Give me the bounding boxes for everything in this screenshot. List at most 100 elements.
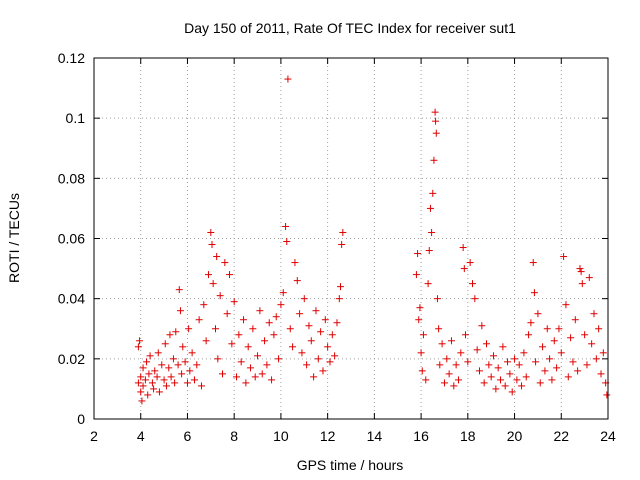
data-point (412, 271, 420, 279)
data-point (143, 358, 151, 366)
data-point (314, 355, 322, 363)
data-point (459, 244, 467, 252)
data-point (527, 319, 535, 327)
data-point (145, 370, 153, 378)
data-point (592, 355, 600, 363)
data-point (539, 343, 547, 351)
data-point (162, 382, 170, 390)
data-point (268, 376, 276, 384)
x-tick-label: 24 (600, 428, 616, 444)
data-point (284, 75, 292, 83)
data-point (185, 325, 193, 333)
data-point (258, 370, 266, 378)
data-point (190, 376, 198, 384)
data-point (454, 376, 462, 384)
x-tick-label: 6 (184, 428, 192, 444)
data-point (497, 376, 505, 384)
data-point (492, 385, 500, 393)
data-point (279, 289, 287, 297)
y-axis-ticks: 0 0.02 0.04 0.06 0.08 0.1 0.12 (58, 50, 608, 427)
data-point (450, 382, 458, 390)
data-point (511, 355, 519, 363)
data-point (485, 361, 493, 369)
data-point (476, 367, 483, 375)
x-tick-label: 8 (230, 428, 238, 444)
data-point (414, 250, 422, 258)
data-point (557, 349, 565, 357)
x-tick-label: 18 (460, 428, 476, 444)
data-point (139, 364, 147, 372)
data-point (473, 346, 481, 354)
data-point (247, 364, 255, 372)
data-point (175, 286, 183, 294)
x-tick-label: 2 (90, 428, 98, 444)
data-point (169, 355, 177, 363)
data-point (158, 361, 166, 369)
x-tick-label: 14 (367, 428, 383, 444)
data-point (256, 307, 264, 315)
data-point (219, 370, 226, 378)
data-point (555, 325, 563, 333)
data-point (464, 358, 472, 366)
data-point (583, 361, 591, 369)
data-point (525, 331, 533, 339)
data-point (310, 373, 318, 381)
data-point (438, 340, 446, 348)
data-point (134, 343, 142, 351)
data-point (183, 379, 191, 387)
data-point (197, 382, 205, 390)
data-point (548, 376, 556, 384)
data-point (578, 280, 586, 288)
data-point (161, 340, 169, 348)
data-point (494, 364, 502, 372)
data-point (504, 358, 512, 366)
data-point (457, 349, 465, 357)
data-point (440, 379, 448, 387)
data-point (176, 307, 184, 315)
y-tick-label: 0.04 (58, 291, 85, 307)
data-point (339, 228, 347, 236)
data-point (550, 337, 558, 345)
data-point (179, 343, 187, 351)
data-point (296, 310, 304, 318)
data-point (223, 310, 231, 318)
data-point (425, 247, 433, 255)
data-point (569, 358, 577, 366)
data-point (154, 349, 162, 357)
data-point (336, 283, 344, 291)
data-point (487, 373, 495, 381)
data-point (242, 379, 250, 387)
data-point (541, 367, 549, 375)
data-point (139, 382, 147, 390)
data-point (443, 355, 451, 363)
data-point (435, 325, 443, 333)
data-point (564, 373, 572, 381)
data-point (282, 222, 290, 230)
data-point (431, 108, 439, 116)
y-tick-label: 0.06 (58, 231, 85, 247)
data-point (146, 352, 154, 360)
data-point (188, 349, 196, 357)
data-point (272, 313, 280, 321)
data-point (137, 373, 145, 381)
data-point (235, 331, 243, 339)
data-point (553, 364, 561, 372)
data-point (529, 259, 537, 267)
data-point (317, 328, 325, 336)
data-point (424, 280, 432, 288)
data-points (134, 75, 611, 405)
data-point (165, 364, 173, 372)
data-point (289, 343, 297, 351)
data-point (461, 331, 469, 339)
data-point (515, 361, 523, 369)
data-point (211, 325, 219, 333)
data-point (581, 331, 589, 339)
data-point (466, 259, 474, 267)
data-point (324, 343, 332, 351)
data-point (560, 253, 568, 261)
data-point (576, 265, 584, 273)
data-point (214, 355, 222, 363)
data-point (167, 373, 175, 381)
data-point (483, 340, 491, 348)
data-point (429, 189, 437, 197)
